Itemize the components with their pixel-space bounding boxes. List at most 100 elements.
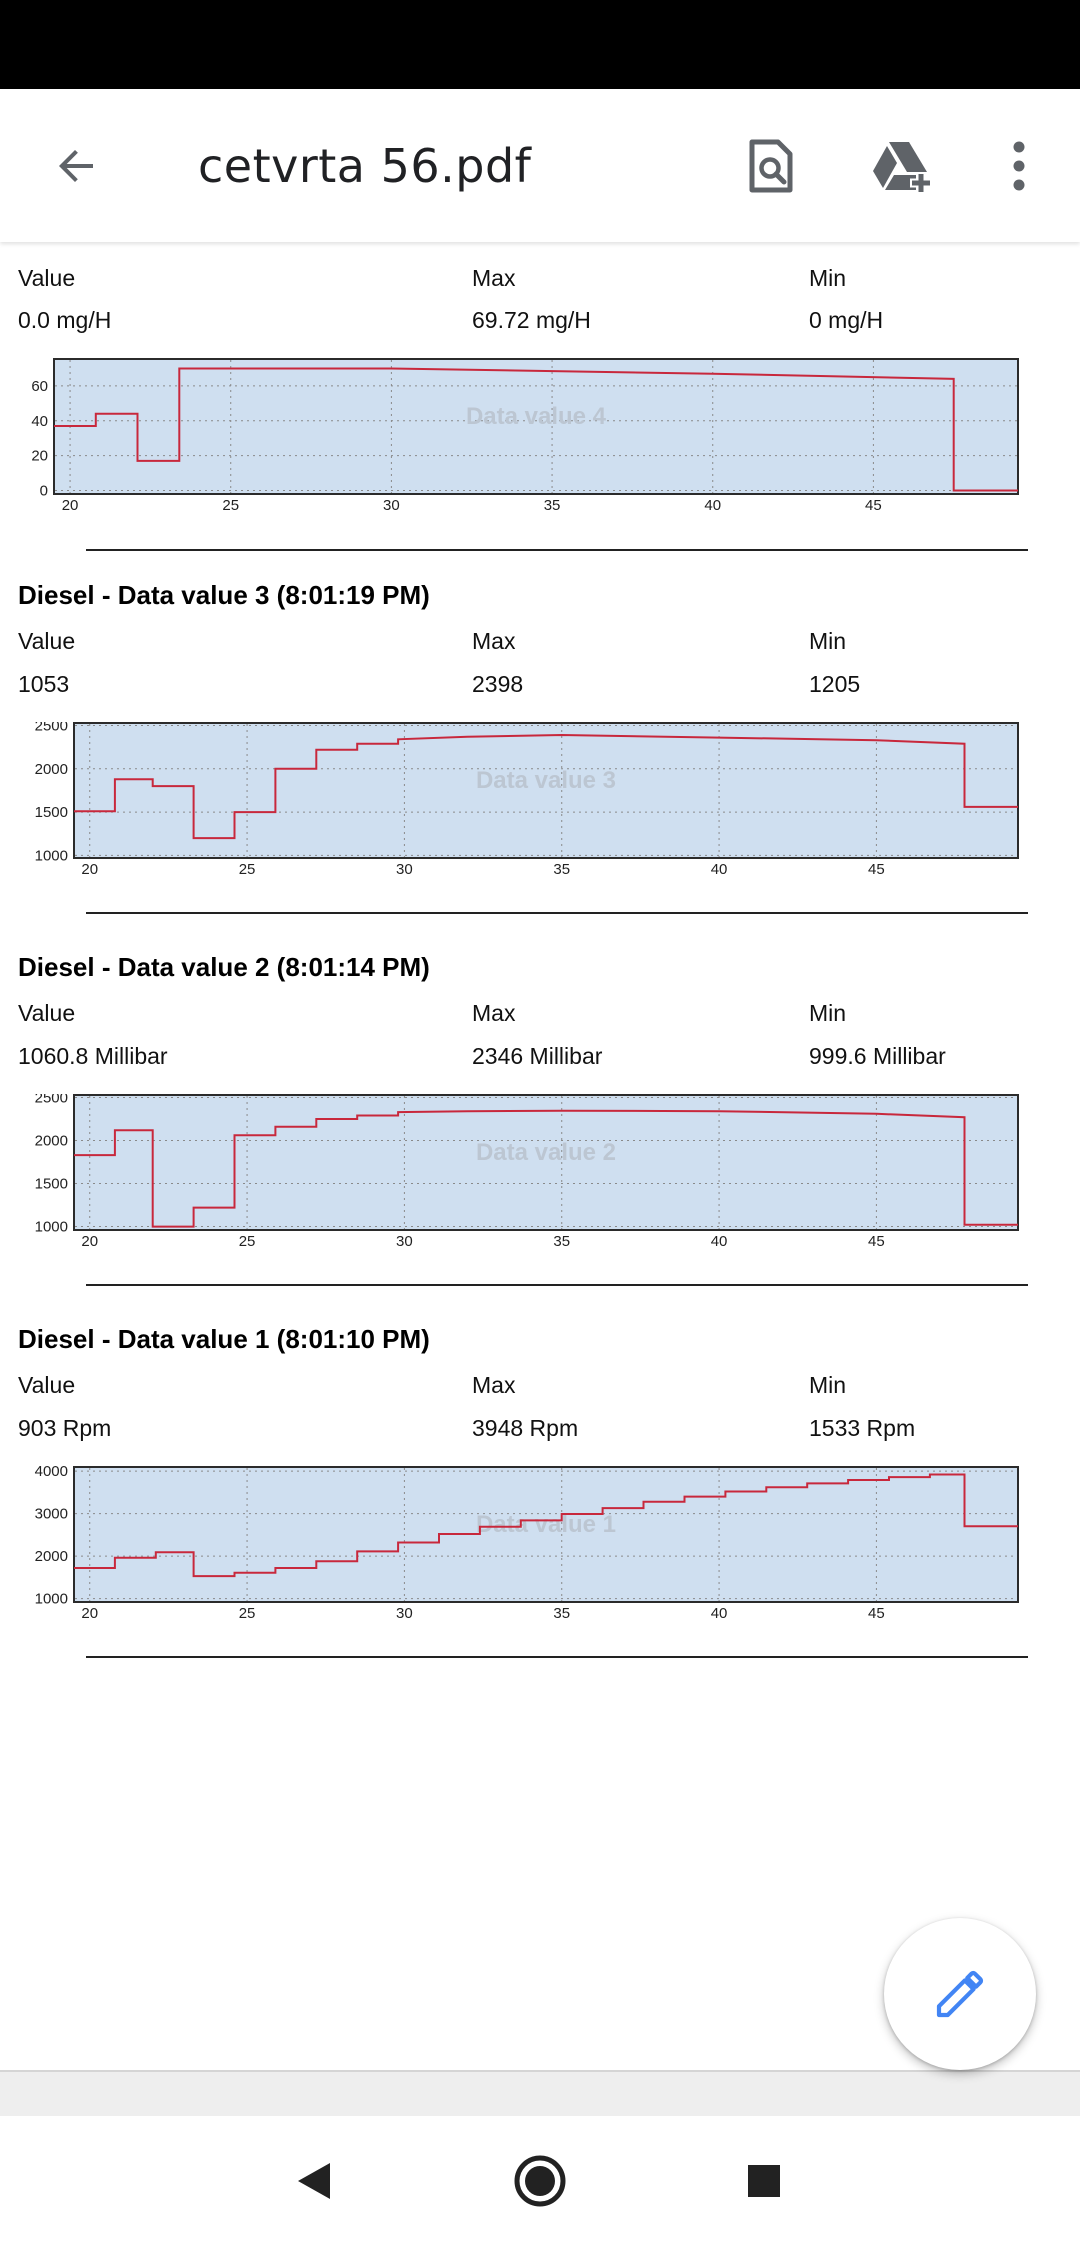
x-tick-label: 45 bbox=[868, 1233, 885, 1246]
y-tick-label: 1500 bbox=[35, 804, 68, 821]
x-tick-label: 35 bbox=[553, 1233, 570, 1246]
data-value-3-chart: Data value 3 20 25 30 35 40 45 1000 1500 2000 2500 bbox=[35, 722, 1019, 874]
y-tick-label: 20 bbox=[31, 448, 48, 465]
plot-area bbox=[53, 358, 1019, 495]
max-label: Max bbox=[472, 265, 516, 291]
current-value: 1060.8 Millibar bbox=[18, 1043, 168, 1069]
section-divider bbox=[86, 549, 1028, 551]
max-label: Max bbox=[472, 1000, 516, 1026]
value-label: Value bbox=[18, 265, 76, 291]
nav-recents-icon[interactable] bbox=[724, 2141, 804, 2221]
min-value: 1533 Rpm bbox=[809, 1415, 916, 1441]
current-value: 903 Rpm bbox=[18, 1415, 112, 1441]
max-value: 3948 Rpm bbox=[472, 1415, 579, 1441]
report-section: Diesel - Data value 3 (8:01:19 PM) Value… bbox=[0, 580, 1080, 930]
x-tick-label: 30 bbox=[396, 1233, 413, 1246]
x-tick-label: 40 bbox=[704, 497, 721, 510]
nav-home-icon[interactable] bbox=[500, 2141, 580, 2221]
value-label: Value bbox=[18, 1000, 76, 1026]
value-label: Value bbox=[18, 1372, 76, 1398]
x-tick-label: 20 bbox=[81, 1233, 98, 1246]
drive-add-icon[interactable] bbox=[868, 131, 938, 201]
y-tick-label: 2000 bbox=[35, 1548, 68, 1565]
max-value: 2346 Millibar bbox=[472, 1043, 603, 1069]
y-tick-label: 2000 bbox=[35, 1132, 68, 1149]
report-section: Diesel - Data value 1 (8:01:10 PM) Value… bbox=[0, 1324, 1080, 1674]
x-tick-label: 45 bbox=[865, 497, 882, 510]
y-tick-label: 0 bbox=[40, 483, 48, 500]
x-tick-label: 35 bbox=[553, 1605, 570, 1618]
series-line bbox=[74, 1473, 1018, 1578]
min-label: Min bbox=[809, 265, 847, 291]
x-tick-label: 25 bbox=[222, 497, 239, 510]
y-tick-label: 4000 bbox=[35, 1466, 68, 1480]
section-divider bbox=[86, 912, 1028, 914]
x-tick-label: 25 bbox=[239, 1605, 256, 1618]
y-tick-label: 1000 bbox=[35, 1219, 68, 1236]
section-title: Diesel - Data value 1 (8:01:10 PM) bbox=[18, 1324, 430, 1354]
plot-area bbox=[73, 722, 1019, 859]
report-section: Diesel - Data value 2 (8:01:14 PM) Value… bbox=[0, 952, 1080, 1302]
chart-watermark: Data value 1 bbox=[476, 1511, 616, 1538]
y-tick-label: 2000 bbox=[35, 761, 68, 778]
y-tick-label: 2500 bbox=[35, 1094, 68, 1106]
x-tick-label: 20 bbox=[62, 497, 79, 510]
x-tick-label: 35 bbox=[544, 497, 561, 510]
document-search-icon[interactable] bbox=[736, 131, 806, 201]
section-title: Diesel - Data value 2 (8:01:14 PM) bbox=[18, 952, 430, 982]
x-tick-label: 20 bbox=[81, 1605, 98, 1618]
current-value: 1053 bbox=[18, 671, 70, 697]
x-tick-label: 40 bbox=[711, 1233, 728, 1246]
chart-watermark: Data value 4 bbox=[466, 403, 607, 430]
x-tick-label: 30 bbox=[396, 861, 413, 874]
y-tick-label: 1500 bbox=[35, 1176, 68, 1193]
series-line bbox=[74, 1109, 1018, 1228]
current-value: 0.0 mg/H bbox=[18, 307, 112, 333]
document-title: cetvrta 56.pdf bbox=[198, 139, 532, 193]
x-tick-label: 25 bbox=[239, 861, 256, 874]
min-label: Min bbox=[809, 628, 847, 654]
x-tick-label: 35 bbox=[553, 861, 570, 874]
y-tick-label: 3000 bbox=[35, 1506, 68, 1523]
y-tick-label: 60 bbox=[31, 378, 48, 395]
section-divider bbox=[86, 1656, 1028, 1658]
page-bottom-strip bbox=[0, 2070, 1080, 2118]
y-tick-label: 1000 bbox=[35, 1591, 68, 1608]
plot-area bbox=[73, 1466, 1019, 1603]
status-bar bbox=[0, 0, 1080, 89]
edit-fab-button[interactable] bbox=[884, 1918, 1036, 2070]
data-value-2-chart: Data value 2 20 25 30 35 40 45 1000 1500 2000 2500 bbox=[35, 1094, 1019, 1246]
data-value-1-chart: Data value 1 20 25 30 35 40 45 1000 2000 3000 4000 bbox=[35, 1466, 1019, 1618]
min-value: 0 mg/H bbox=[809, 307, 884, 333]
x-tick-label: 40 bbox=[711, 861, 728, 874]
pdf-page[interactable]: Value Max Min 0.0 mg/H 69.72 mg/H 0 mg/H… bbox=[0, 242, 1080, 2070]
x-tick-label: 30 bbox=[383, 497, 400, 510]
arrow-back-icon[interactable] bbox=[42, 131, 112, 201]
data-value-4-chart: Data value 4 20 25 30 35 40 45 0 20 40 60 bbox=[31, 358, 1019, 510]
max-label: Max bbox=[472, 628, 516, 654]
max-label: Max bbox=[472, 1372, 516, 1398]
x-tick-label: 20 bbox=[81, 861, 98, 874]
x-tick-label: 45 bbox=[868, 861, 885, 874]
section-title: Diesel - Data value 3 (8:01:19 PM) bbox=[18, 580, 430, 610]
min-label: Min bbox=[809, 1372, 847, 1398]
nav-back-icon[interactable] bbox=[274, 2141, 354, 2221]
max-value: 2398 bbox=[472, 671, 524, 697]
x-tick-label: 45 bbox=[868, 1605, 885, 1618]
report-section: Value Max Min 0.0 mg/H 69.72 mg/H 0 mg/H… bbox=[0, 242, 1080, 557]
value-label: Value bbox=[18, 628, 76, 654]
x-tick-label: 30 bbox=[396, 1605, 413, 1618]
min-label: Min bbox=[809, 1000, 847, 1026]
series-line bbox=[54, 367, 1018, 492]
chart-watermark: Data value 3 bbox=[476, 767, 616, 794]
y-tick-label: 40 bbox=[31, 413, 48, 430]
x-tick-label: 40 bbox=[711, 1605, 728, 1618]
more-vert-icon[interactable] bbox=[984, 131, 1054, 201]
y-tick-label: 2500 bbox=[35, 722, 68, 734]
chart-watermark: Data value 2 bbox=[476, 1139, 616, 1166]
x-tick-label: 25 bbox=[239, 1233, 256, 1246]
max-value: 69.72 mg/H bbox=[472, 307, 591, 333]
series-line bbox=[74, 733, 1018, 840]
y-tick-label: 1000 bbox=[35, 847, 68, 864]
app-bar: cetvrta 56.pdf bbox=[0, 89, 1080, 242]
